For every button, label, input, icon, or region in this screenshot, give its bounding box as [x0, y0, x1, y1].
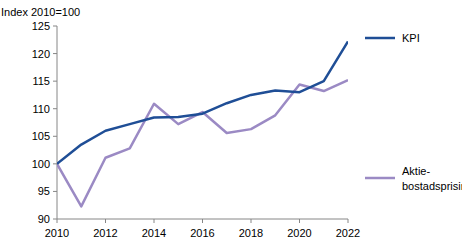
legend-label-line: KPI [402, 32, 420, 44]
legend-swatch [365, 37, 395, 40]
y-tick [53, 81, 57, 82]
legend-label: Aktie-bostadsprisindex [402, 165, 462, 192]
y-tick-label: 120 [32, 48, 50, 60]
x-tick-label: 2020 [287, 227, 311, 239]
y-tick [53, 53, 57, 54]
y-axis [57, 26, 58, 219]
y-axis-title: Index 2010=100 [1, 6, 80, 18]
y-tick-label: 90 [38, 213, 50, 225]
x-tick-label: 2010 [45, 227, 69, 239]
legend-label: KPI [402, 32, 420, 44]
y-tick-label: 110 [32, 103, 50, 115]
x-tick-label: 2014 [142, 227, 166, 239]
legend-label-line: bostadsprisindex [402, 180, 462, 192]
x-tick [348, 219, 349, 223]
y-tick [53, 108, 57, 109]
y-tick [53, 136, 57, 137]
legend-label-line: Aktie- [402, 165, 430, 177]
x-tick [154, 219, 155, 223]
plot-area [57, 41, 348, 206]
x-tick [299, 219, 300, 223]
x-tick-label: 2012 [93, 227, 117, 239]
chart: Index 2010=100 90 95 100 105 110 115 120 125 2010… [0, 0, 462, 251]
series-line [57, 80, 348, 206]
series-line [57, 41, 348, 163]
y-tick-label: 95 [38, 185, 50, 197]
y-tick-label: 100 [32, 158, 50, 170]
y-tick-label: 125 [32, 20, 50, 32]
y-tick [53, 163, 57, 164]
x-tick [202, 219, 203, 223]
y-tick-label: 105 [32, 130, 50, 142]
y-tick [53, 191, 57, 192]
x-tick-label: 2018 [239, 227, 263, 239]
y-tick [53, 26, 57, 27]
x-tick-label: 2022 [336, 227, 360, 239]
x-tick-label: 2016 [190, 227, 214, 239]
x-tick [57, 219, 58, 223]
y-tick [53, 219, 57, 220]
y-tick-label: 115 [32, 75, 50, 87]
x-tick [105, 219, 106, 223]
legend-swatch [365, 177, 395, 180]
x-tick [251, 219, 252, 223]
